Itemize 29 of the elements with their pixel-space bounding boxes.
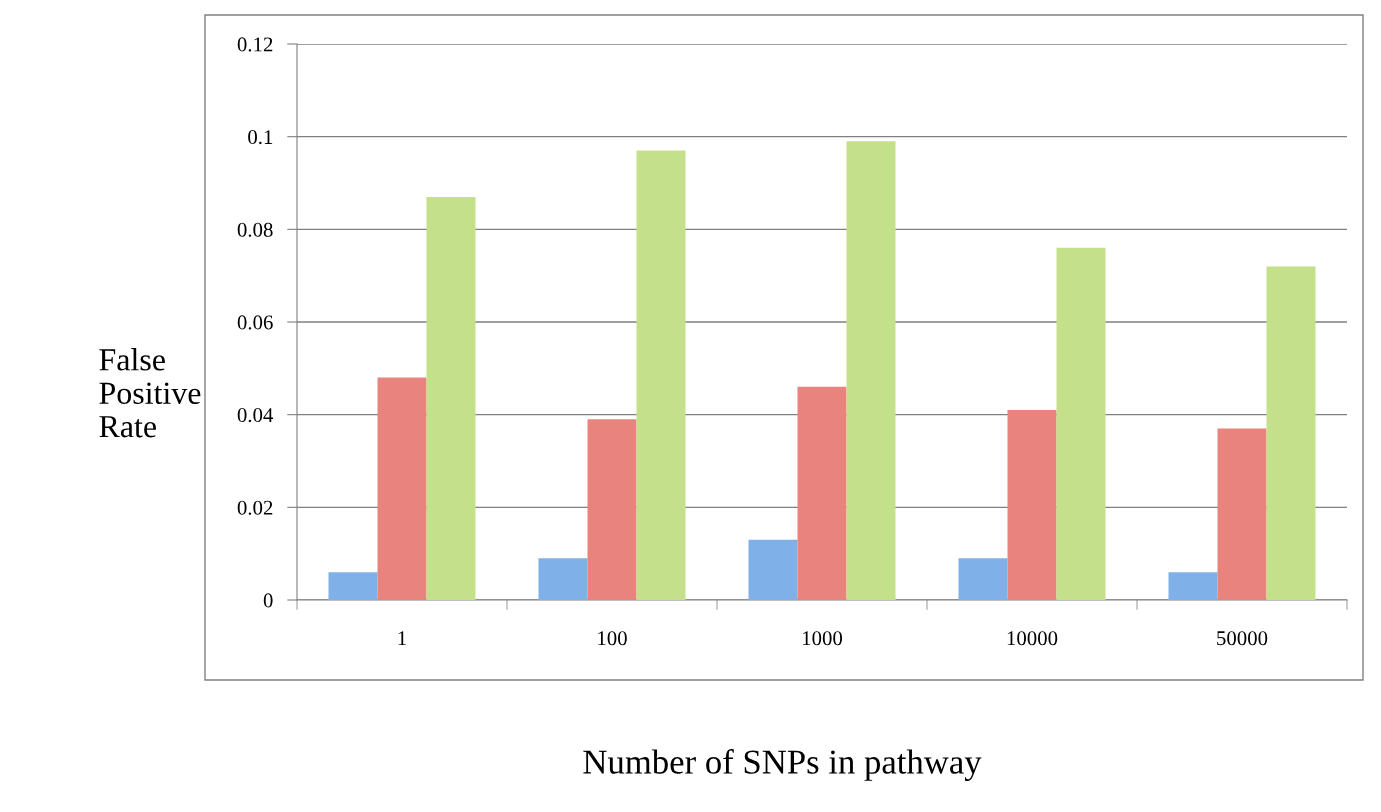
bar xyxy=(587,419,637,600)
y-tick-label: 0.12 xyxy=(237,37,273,52)
y-tick-label: 0.04 xyxy=(237,408,274,423)
y-tick-label: 0.1 xyxy=(248,130,273,145)
x-axis-title: Number of SNPs in pathway xyxy=(583,749,982,781)
bar xyxy=(328,572,378,600)
bar xyxy=(958,558,1008,600)
bar xyxy=(377,377,427,600)
x-tick-label: 10000 xyxy=(1007,631,1058,646)
y-tick-label: 0.08 xyxy=(237,222,273,237)
bar xyxy=(1007,410,1057,600)
bar xyxy=(797,386,847,600)
bar xyxy=(1168,572,1218,600)
bar xyxy=(748,539,798,600)
bar xyxy=(538,558,588,600)
y-tick-label: 0 xyxy=(263,593,273,608)
bar xyxy=(636,150,686,600)
bar xyxy=(426,196,476,600)
y-tick-label: 0.02 xyxy=(237,500,273,515)
y-tick-label: 0.06 xyxy=(237,315,273,330)
bar xyxy=(1056,247,1106,600)
bar xyxy=(846,141,896,600)
x-tick-label: 1 xyxy=(398,631,406,646)
x-tick-label: 50000 xyxy=(1217,631,1268,646)
bar xyxy=(1266,266,1316,600)
y-axis-title: False Positive Rate xyxy=(99,348,201,438)
x-tick-label: 100 xyxy=(598,631,627,646)
x-tick-label: 1000 xyxy=(803,631,843,646)
bar xyxy=(1217,428,1267,600)
